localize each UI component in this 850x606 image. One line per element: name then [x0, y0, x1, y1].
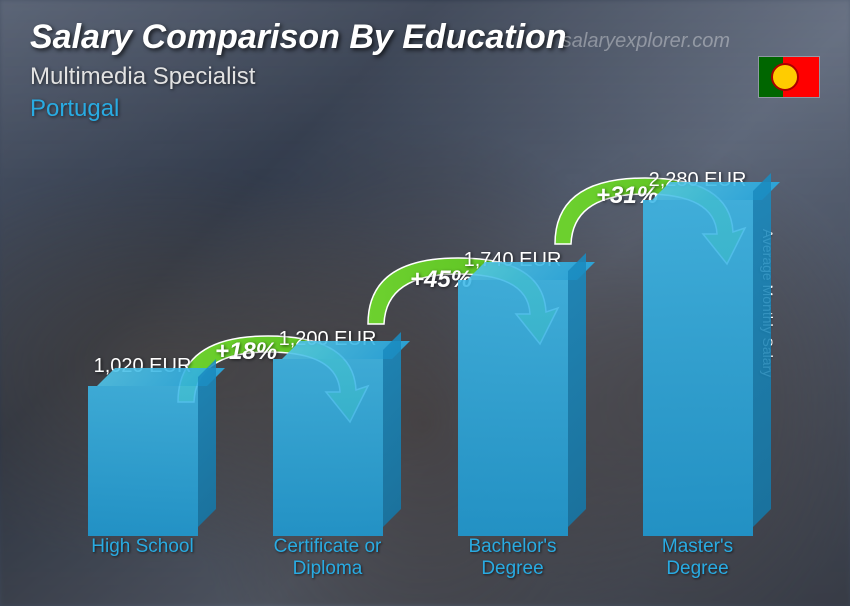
labels-area: High School Certificate orDiploma Bachelor… [50, 536, 790, 586]
bar [643, 200, 753, 536]
bar-category-label: Bachelor'sDegree [438, 536, 588, 586]
bar-category-label: Master'sDegree [623, 536, 773, 586]
bar-front-face [643, 200, 753, 536]
bar-category-label: Certificate orDiploma [253, 536, 403, 586]
bar-front-face [273, 359, 383, 536]
watermark: salaryexplorer.com [562, 30, 730, 53]
bar-group: 1,200 EUR [253, 328, 403, 536]
bar-side-face [753, 173, 771, 527]
bar-chart: +18% +45% +31% 1,020 EUR [50, 146, 790, 586]
country-name: Portugal [30, 95, 820, 123]
bar-group: 2,280 EUR [623, 169, 773, 536]
bar-front-face [458, 280, 568, 536]
bar [458, 280, 568, 536]
bar-side-face [568, 253, 586, 527]
bars-area: 1,020 EUR 1,200 EUR 1,740 EUR 2,280 EUR [50, 146, 790, 536]
bar-front-face [88, 386, 198, 536]
flag-green-stripe [759, 57, 783, 97]
bar-group: 1,020 EUR [68, 355, 218, 536]
bar-category-label: High School [68, 536, 218, 586]
bar-group: 1,740 EUR [438, 249, 588, 536]
bar [88, 386, 198, 536]
bar [273, 359, 383, 536]
flag-portugal [758, 56, 820, 98]
bar-side-face [383, 332, 401, 527]
flag-emblem [771, 63, 799, 91]
bar-side-face [198, 359, 216, 527]
job-title: Multimedia Specialist [30, 63, 820, 91]
